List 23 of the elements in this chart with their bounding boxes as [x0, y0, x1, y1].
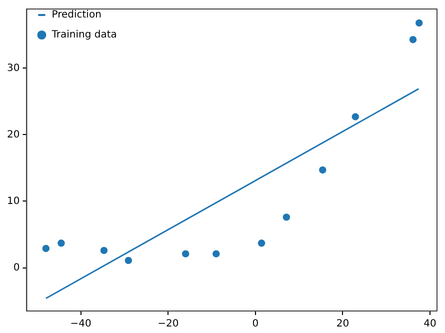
x-tick-label: 20: [336, 318, 350, 330]
legend-label: Training data: [50, 30, 117, 41]
point: [58, 240, 65, 247]
x-tick-label: 40: [424, 318, 436, 330]
x-tick-label: −40: [70, 318, 92, 330]
point: [416, 19, 423, 27]
legend-label: Prediction: [52, 10, 102, 21]
y-tick-label: 0: [13, 262, 20, 274]
point: [124, 256, 132, 264]
point: [352, 113, 359, 120]
point: [282, 214, 290, 221]
y-tick-label: 20: [6, 129, 20, 140]
point: [409, 36, 417, 44]
y-tick-label: 10: [6, 196, 20, 207]
x-tick-label: 0: [252, 318, 259, 330]
point: [258, 240, 266, 247]
y-tick-label: 30: [6, 62, 20, 74]
point: [100, 246, 108, 254]
point: [319, 166, 326, 174]
x-tick-label: −20: [158, 318, 179, 330]
point: [212, 250, 220, 258]
point: [42, 244, 50, 252]
point: [182, 250, 190, 258]
